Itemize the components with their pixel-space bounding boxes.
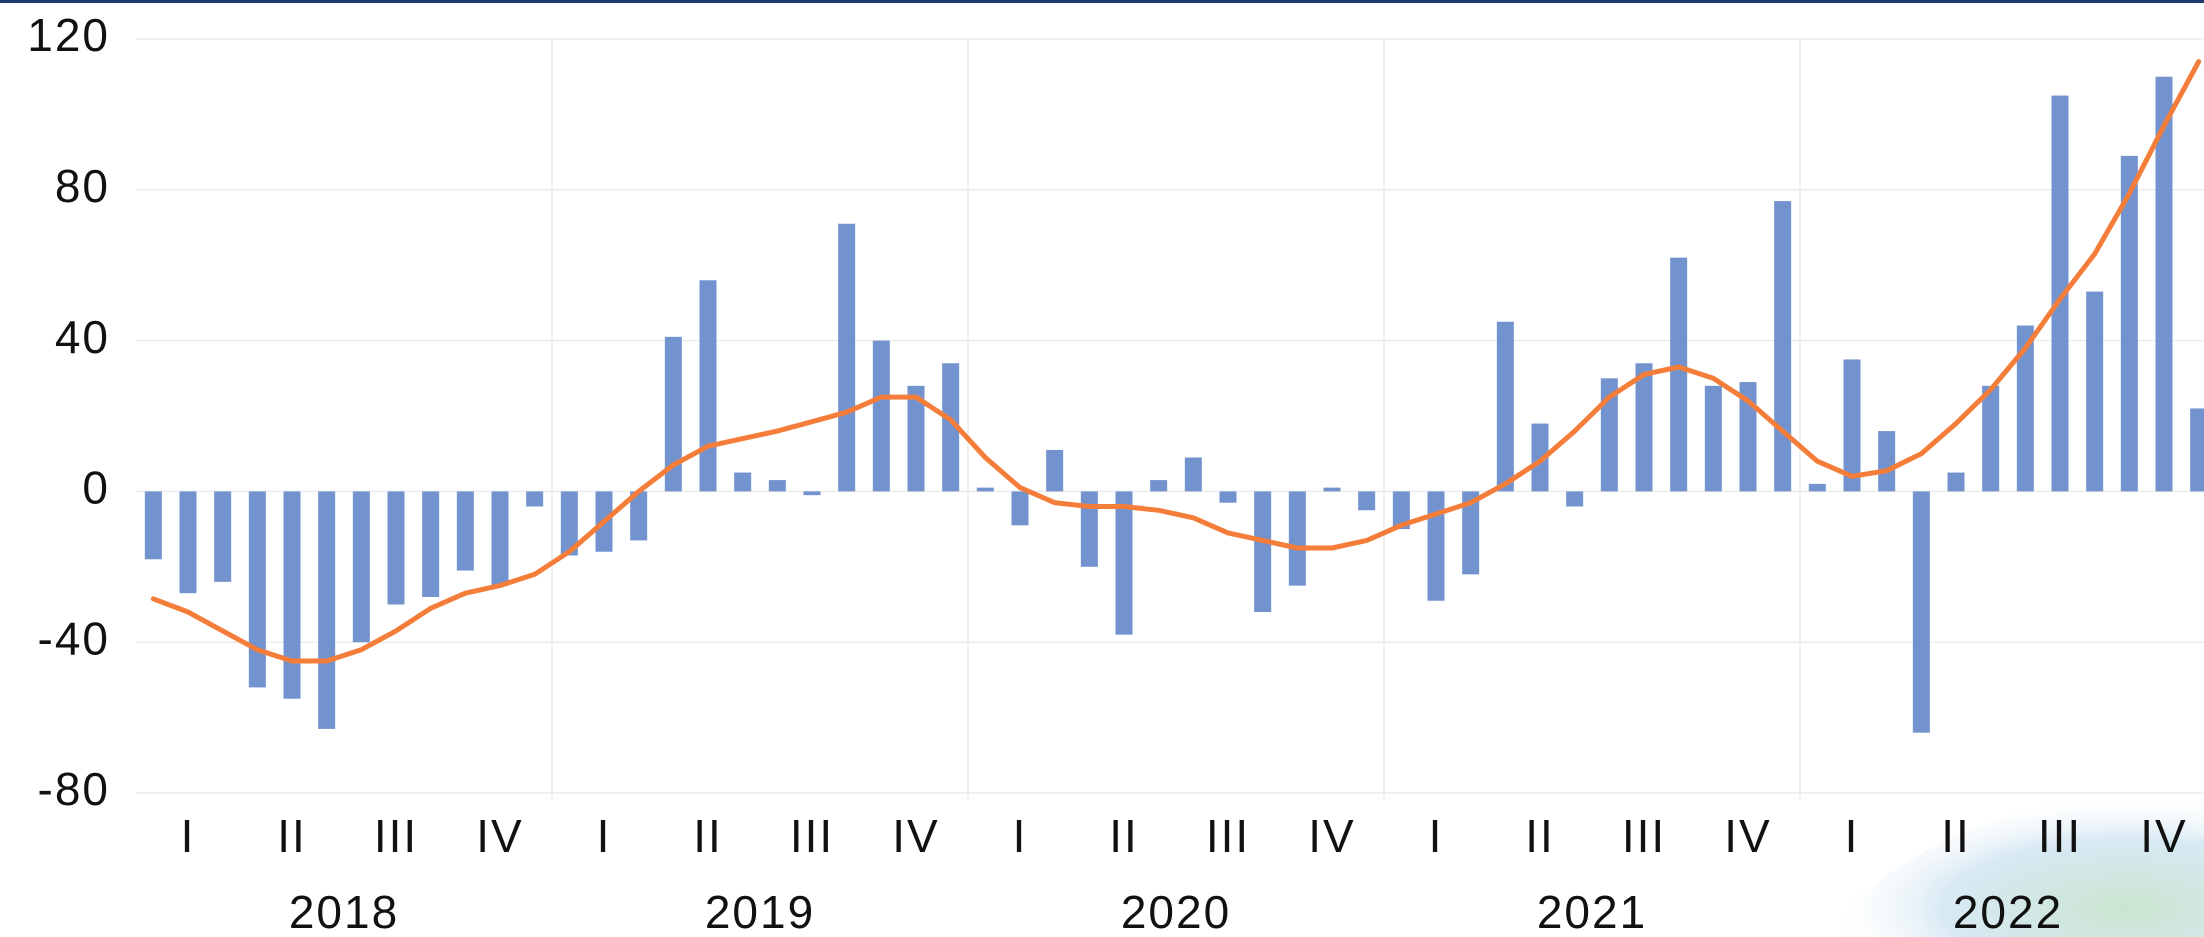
bar [1358,491,1376,511]
quarter-label: IV [1724,810,1771,862]
bar [1774,201,1792,492]
quarter-label: IV [892,810,939,862]
grid [136,38,2204,800]
y-tick-label: -40 [38,612,110,664]
quarter-label: III [2038,810,2082,862]
quarter-label: II [693,810,723,862]
bar [1496,321,1514,492]
bar [907,385,925,492]
bar [1184,457,1202,492]
trend-line [150,59,2202,664]
bar [803,491,821,496]
quarter-label: IV [2140,810,2187,862]
bar [1635,363,1653,492]
bar [1254,491,1272,613]
bar [1878,431,1896,492]
bar [248,491,266,688]
bar [491,491,509,586]
y-tick-label: 80 [55,160,110,212]
bar [1046,449,1064,492]
y-tick-label: 120 [27,9,110,61]
quarter-label: I [1845,810,1860,862]
bar [664,336,682,492]
bar [1600,378,1618,492]
bar [1288,491,1306,586]
quarter-label: III [374,810,418,862]
top-border [0,0,2204,3]
quarter-label: I [181,810,196,862]
quarter-label: II [1109,810,1139,862]
bar [2051,95,2069,492]
bar [179,491,197,594]
bar [1427,491,1445,601]
bar [1704,385,1722,492]
bar [1531,423,1549,492]
bar [1392,491,1410,530]
bar [838,223,856,492]
bar [2016,325,2034,492]
bar [2155,76,2173,492]
bar [283,491,301,699]
bar [387,491,405,605]
bar [1982,385,2000,492]
quarter-label: II [277,810,307,862]
bar [734,472,752,492]
quarter-label: I [1013,810,1028,862]
quarter-label: IV [476,810,523,862]
bar [1462,491,1480,575]
bar [1670,257,1688,492]
y-tick-label: 40 [55,311,110,363]
bar [942,363,960,492]
year-label: 2019 [705,886,815,937]
bar [768,480,786,492]
bar [1080,491,1098,567]
year-label: 2020 [1121,886,1231,937]
bar [352,491,370,643]
bar [1323,487,1341,492]
quarter-label: IV [1308,810,1355,862]
bar [1808,483,1826,492]
bar [976,487,994,492]
bar [144,491,162,560]
y-tick-label: 0 [82,462,110,514]
quarter-label: I [1429,810,1444,862]
bar [560,491,578,556]
quarter-label: III [790,810,834,862]
bar [1115,491,1133,635]
bar [1150,480,1168,492]
bar [1843,359,1861,492]
y-tick-label: -80 [38,763,110,815]
quarter-label: III [1206,810,1250,862]
bar [1912,491,1930,733]
quarter-label: II [1941,810,1971,862]
year-label: 2021 [1537,886,1647,937]
bar [456,491,474,571]
bar [2120,155,2138,492]
year-label: 2022 [1953,886,2063,937]
marks [144,59,2204,733]
bar [2190,408,2204,492]
quarter-label: I [597,810,612,862]
bar [699,280,717,492]
bar [1011,491,1029,526]
year-label: 2018 [289,886,399,937]
quarter-label: III [1622,810,1666,862]
quarter-label: II [1525,810,1555,862]
bar [1219,491,1237,503]
bar [872,340,890,492]
bar [318,491,336,729]
bar [526,491,544,507]
bar [214,491,232,582]
bar [2086,291,2104,492]
decoration [1820,793,2204,937]
bar [1947,472,1965,492]
bar [630,491,648,541]
bar [1566,491,1584,507]
bar [1739,382,1757,492]
bar [422,491,440,597]
